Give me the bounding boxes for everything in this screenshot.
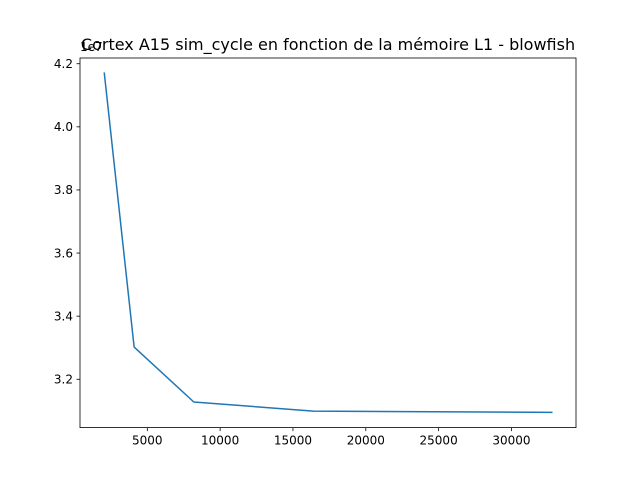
x-axis-ticks: 5000 10000 15000 20000 25000 30000 bbox=[132, 427, 531, 448]
y-tick-label: 3.8 bbox=[54, 183, 73, 197]
y-tick-label: 4.2 bbox=[54, 57, 73, 71]
x-tick-label: 10000 bbox=[201, 434, 239, 448]
axes-frame bbox=[79, 57, 577, 429]
x-tick-label: 15000 bbox=[274, 434, 312, 448]
x-tick-label: 20000 bbox=[347, 434, 385, 448]
plot-area bbox=[103, 72, 553, 414]
y-tick-label: 3.2 bbox=[54, 373, 73, 387]
x-tick-label: 30000 bbox=[492, 434, 530, 448]
y-tick-label: 4.0 bbox=[54, 120, 73, 134]
y-axis-offset-label: 1e7 bbox=[80, 40, 103, 54]
chart-title: Cortex A15 sim_cycle en fonction de la m… bbox=[81, 35, 575, 55]
x-tick-label: 5000 bbox=[132, 434, 163, 448]
y-tick-label: 3.6 bbox=[54, 246, 73, 260]
axes bbox=[79, 57, 577, 429]
x-tick-label: 25000 bbox=[420, 434, 458, 448]
y-tick-label: 3.4 bbox=[54, 309, 73, 323]
y-axis-ticks: 3.2 3.4 3.6 3.8 4.0 4.2 bbox=[54, 57, 80, 387]
